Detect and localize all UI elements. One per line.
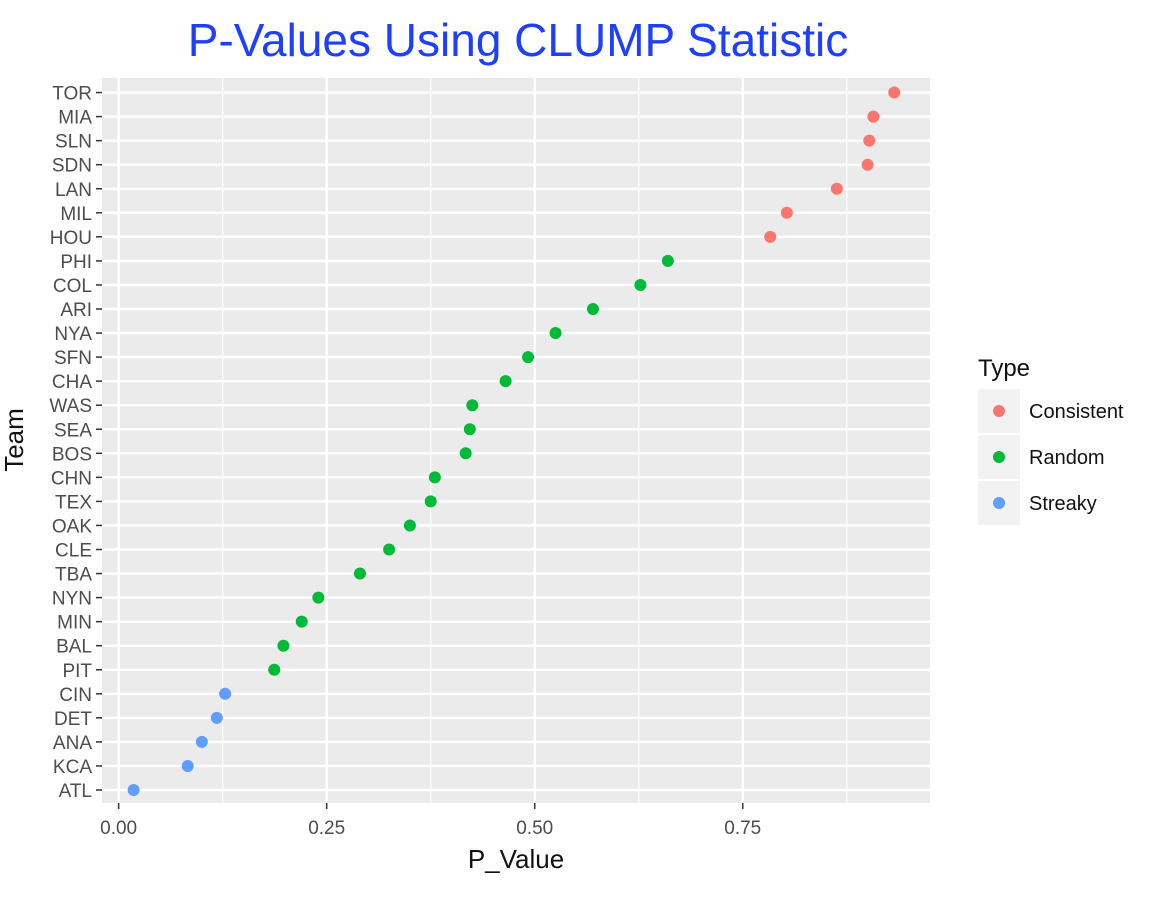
data-point-cin [219,687,232,700]
y-tick-label: CHA [52,372,92,393]
data-point-bal [277,639,290,652]
data-point-nyn [312,591,325,604]
data-point-col [634,278,647,291]
y-tick-label: HOU [50,228,92,249]
legend-title: Type [978,355,1030,382]
data-point-atl [127,784,140,796]
legend-label-consistent: Consistent [1029,401,1124,423]
data-point-nya [549,327,562,340]
data-point-hou [764,230,777,243]
y-tick-label: OAK [52,516,92,537]
data-point-tba [353,567,366,580]
y-tick-label: SLN [55,132,92,153]
x-tick-label: 0.75 [724,818,761,839]
y-tick-label: TBA [55,565,92,586]
data-point-kca [181,759,194,772]
legend-key-consistent [993,405,1005,417]
y-tick-label: COL [53,276,92,297]
plot-panel [102,78,930,803]
data-point-was [466,399,479,412]
data-point-chn [428,471,441,484]
grid-lines [102,78,930,803]
y-tick-label: NYN [52,589,92,610]
data-point-bos [459,447,472,460]
y-tick-label: TEX [55,492,92,513]
data-point-mia [867,110,880,123]
data-point-pit [268,663,281,676]
data-point-min [295,615,308,628]
legend: Type Consistent Random Streaky [978,355,1124,525]
y-tick-label: CIN [59,685,92,706]
legend-key-random [993,451,1005,463]
data-point-det [210,711,223,724]
y-tick-label: DET [54,709,92,730]
y-tick-label: SEA [54,420,92,441]
y-tick-label: PIT [62,661,92,682]
legend-key-streaky [993,497,1005,509]
x-axis-title: P_Value [468,844,564,874]
y-tick-label: CHN [51,468,92,489]
y-tick-label: CLE [55,541,92,562]
y-tick-label: TOR [52,84,92,105]
data-point-sfn [522,351,535,364]
data-point-lan [830,182,843,195]
data-point-sdn [861,158,874,171]
data-point-cle [383,543,396,556]
y-axis: ATL KCA ANA DET CIN PIT BAL MIN NYN TBA CLE OAK TEX C… [49,84,102,802]
y-tick-label: ARI [60,300,92,321]
y-tick-label: MIL [60,204,92,225]
data-point-ana [195,735,208,748]
y-tick-label: WAS [49,396,92,417]
data-point-tor [888,86,901,99]
y-tick-label: SDN [52,156,92,177]
y-tick-label: NYA [54,324,92,345]
y-axis-title: Team [0,408,29,472]
data-point-sln [863,134,876,147]
legend-label-random: Random [1029,447,1105,469]
data-point-ari [586,303,599,315]
y-tick-label: ATL [59,781,92,802]
y-tick-label: LAN [55,180,92,201]
y-tick-label: ANA [53,733,92,754]
y-tick-label: PHI [60,252,92,273]
x-axis: 0.00 0.25 0.50 0.75 [100,803,761,839]
data-point-oak [403,519,416,532]
chart-title: P-Values Using CLUMP Statistic [188,14,848,66]
y-tick-label: KCA [53,757,92,778]
y-tick-label: SFN [54,348,92,369]
x-tick-label: 0.25 [308,818,345,839]
data-point-tex [424,495,437,508]
data-point-mil [780,206,793,219]
y-tick-label: MIN [57,613,92,634]
data-point-cha [499,375,512,388]
x-tick-label: 0.50 [516,818,553,839]
legend-label-streaky: Streaky [1029,493,1097,515]
y-tick-label: BAL [56,637,92,658]
y-tick-label: BOS [52,444,92,465]
data-point-phi [661,254,674,267]
x-tick-label: 0.00 [100,818,137,839]
data-point-sea [463,423,476,436]
y-tick-label: MIA [58,108,92,129]
data-points [127,86,901,796]
